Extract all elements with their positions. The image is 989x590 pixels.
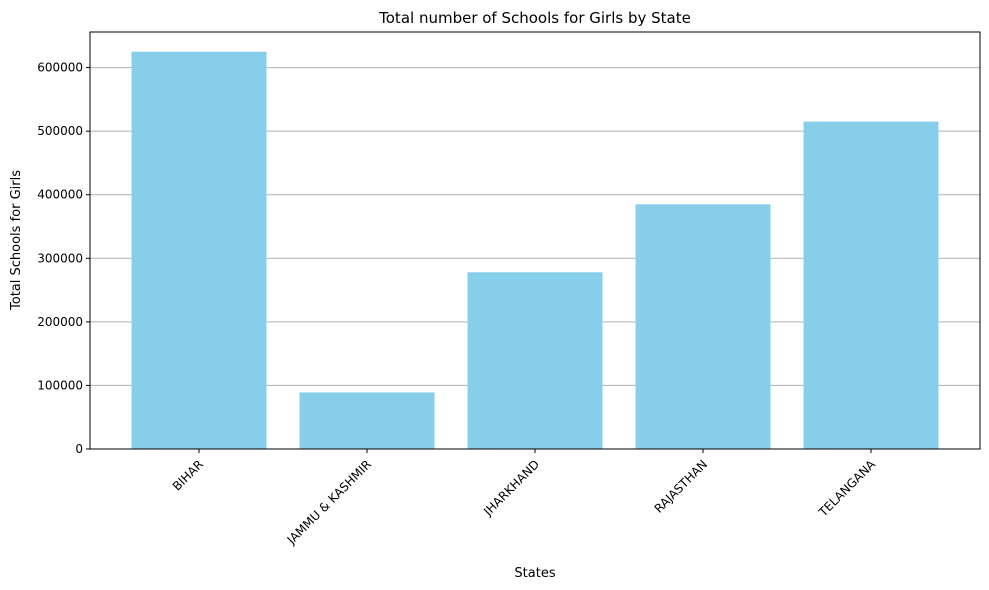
bar-jharkhand [467, 272, 603, 449]
x-tick-label: JHARKHAND [480, 457, 542, 519]
x-tick-label: JAMMU & KASHMIR [284, 457, 374, 547]
y-tick-label: 100000 [37, 378, 83, 392]
bars [131, 51, 939, 450]
y-tick-label: 300000 [37, 251, 83, 265]
bar-rajasthan [635, 204, 771, 449]
x-tick-label: TELANGANA [815, 457, 878, 520]
y-tick-label: 500000 [37, 124, 83, 138]
bar-jammu-kashmir [299, 392, 435, 449]
y-axis-ticks: 0 100000 200000 300000 400000 500000 600000 [37, 61, 90, 456]
x-axis-label: States [514, 566, 555, 581]
y-axis-label: Total Schools for Girls [9, 170, 24, 311]
bar-bihar [131, 51, 267, 450]
bar-telangana [803, 121, 939, 449]
x-tick-label: BIHAR [170, 457, 206, 493]
x-axis-ticks: BIHAR JAMMU & KASHMIR JHARKHAND RAJASTHAN TE… [170, 449, 879, 548]
y-tick-label: 600000 [37, 61, 83, 75]
x-tick-label: RAJASTHAN [652, 457, 711, 516]
y-tick-label: 0 [75, 442, 83, 456]
y-tick-label: 400000 [37, 188, 83, 202]
plot-frame [89, 31, 981, 450]
y-tick-label: 200000 [37, 315, 83, 329]
chart-title: Total number of Schools for Girls by Sta… [378, 9, 691, 27]
